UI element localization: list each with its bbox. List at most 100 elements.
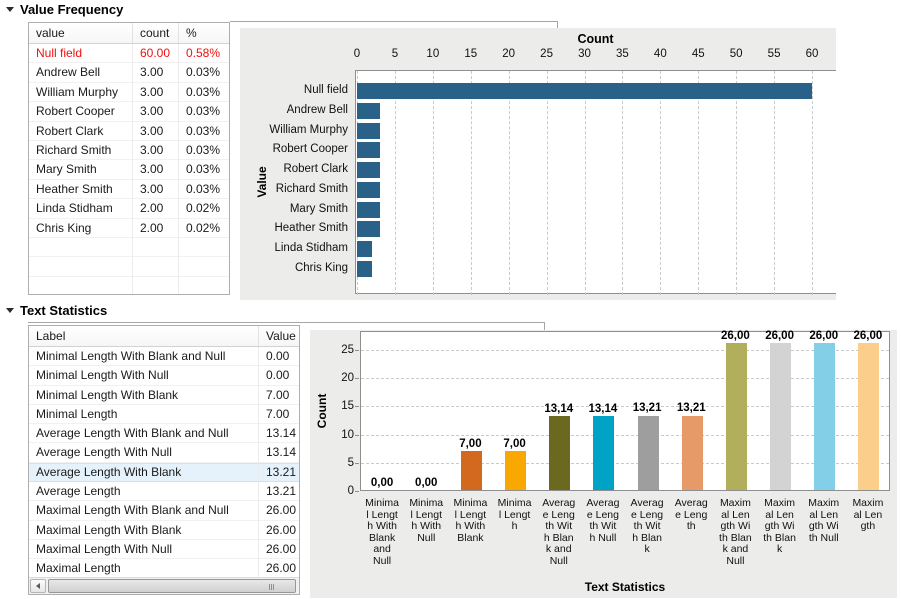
table-row[interactable]: Minimal Length 7.00 bbox=[29, 404, 299, 425]
gridline bbox=[660, 71, 662, 295]
triangle-down-icon bbox=[6, 308, 14, 313]
table-row[interactable]: Heather Smith 3.00 0.03% bbox=[29, 179, 229, 200]
y-axis-tick-label: 15 bbox=[341, 400, 354, 413]
cell-value: Mary Smith bbox=[29, 160, 133, 180]
x-axis-title-text-statistics: Text Statistics bbox=[584, 580, 666, 594]
table-row[interactable]: Maximal Length With Null 26.00 bbox=[29, 539, 299, 560]
section-toggle-value-frequency[interactable]: Value Frequency bbox=[6, 2, 123, 17]
cell-value: 0.00 bbox=[259, 366, 299, 386]
y-axis-tick-mark bbox=[355, 462, 359, 464]
table-row[interactable]: Robert Cooper 3.00 0.03% bbox=[29, 102, 229, 122]
table-row[interactable]: William Murphy 3.00 0.03% bbox=[29, 82, 229, 103]
column-header-percent[interactable]: % bbox=[186, 26, 197, 40]
cell-percent: 0.03% bbox=[179, 160, 229, 180]
gridline bbox=[361, 350, 889, 351]
category-label: Linda Stidham bbox=[274, 242, 348, 255]
cell-percent: 0.03% bbox=[179, 63, 229, 83]
scrollbar-left-arrow-button[interactable] bbox=[30, 579, 46, 593]
gridline bbox=[508, 71, 510, 295]
bar-linda-stidham bbox=[357, 241, 373, 258]
x-axis-category-label: Averag e Leng th Wit h Blan k and Null bbox=[542, 497, 576, 567]
column-header-count[interactable]: count bbox=[133, 23, 179, 43]
table-row[interactable] bbox=[29, 237, 229, 258]
gridline bbox=[394, 71, 396, 295]
bar-mary-smith bbox=[357, 201, 380, 218]
cell-value: Richard Smith bbox=[29, 140, 133, 161]
table-row[interactable]: Average Length With Null 13.14 bbox=[29, 443, 299, 463]
table-row[interactable]: Andrew Bell 3.00 0.03% bbox=[29, 63, 229, 83]
bar-average-length bbox=[681, 415, 703, 490]
x-axis-category-label: Maxim al Len gth bbox=[852, 497, 884, 532]
cell-value: 0.00 bbox=[259, 347, 299, 367]
y-axis-tick-label: 5 bbox=[347, 456, 354, 469]
table-row-selected[interactable]: Average Length With Blank 13.21 bbox=[29, 462, 299, 483]
column-header-value[interactable]: value bbox=[29, 23, 133, 43]
cell-label: Minimal Length With Blank bbox=[29, 385, 259, 405]
gridline bbox=[698, 71, 700, 295]
table-row[interactable]: Maximal Length 26.00 bbox=[29, 559, 299, 579]
cell-value bbox=[29, 257, 133, 277]
y-axis-tick-label: 25 bbox=[341, 344, 354, 356]
bar-value-label: 0,00 bbox=[370, 477, 394, 489]
plot-area bbox=[360, 331, 890, 491]
bar-value-label: 7,00 bbox=[459, 437, 482, 450]
table-row[interactable]: Robert Clark 3.00 0.03% bbox=[29, 121, 229, 141]
cell-value: 26.00 bbox=[259, 521, 299, 540]
bar-value-label: 26,00 bbox=[809, 330, 839, 343]
table-row[interactable]: Maximal Length With Blank 26.00 bbox=[29, 520, 299, 540]
cell-count: 3.00 bbox=[133, 102, 179, 122]
x-axis-tick-label: 45 bbox=[691, 48, 705, 60]
x-axis-tick-label: 50 bbox=[729, 48, 743, 60]
bar-value-label: 13,21 bbox=[676, 402, 706, 415]
table-row[interactable]: Richard Smith 3.00 0.03% bbox=[29, 140, 229, 161]
x-axis-category-label: Minima l Lengt h With Null bbox=[409, 497, 444, 544]
section-title-value-frequency: Value Frequency bbox=[20, 2, 124, 17]
table-row[interactable]: Average Length With Blank and Null 13.14 bbox=[29, 424, 299, 444]
x-axis-category-label: Averag e Leng th Wit h Blan k bbox=[630, 497, 664, 555]
gridline bbox=[774, 71, 776, 295]
x-axis-tick-label: 35 bbox=[616, 48, 629, 60]
table-row[interactable]: Average Length 13.21 bbox=[29, 482, 299, 502]
cell-value: 26.00 bbox=[259, 559, 299, 579]
table-row[interactable]: Maximal Length With Blank and Null 26.00 bbox=[29, 501, 299, 521]
cell-count: 3.00 bbox=[133, 63, 179, 83]
gridline bbox=[812, 71, 813, 295]
bar-average-length-with-blank bbox=[637, 415, 659, 490]
x-axis-tick-label: 55 bbox=[767, 48, 781, 60]
table-row[interactable]: Minimal Length With Blank and Null 0.00 bbox=[29, 347, 299, 367]
cell-label: Average Length With Null bbox=[29, 443, 259, 463]
gridline bbox=[470, 71, 472, 295]
column-header-value[interactable]: Value bbox=[266, 329, 296, 343]
value-frequency-table: value count% Null field 60.00 0.58% Andrew Be… bbox=[28, 22, 230, 295]
category-label: Mary Smith bbox=[289, 202, 348, 215]
table-row[interactable] bbox=[29, 257, 229, 277]
table-row[interactable]: Chris King 2.00 0.02% bbox=[29, 218, 229, 238]
table-row[interactable]: Minimal Length With Null 0.00 bbox=[29, 366, 299, 386]
text-statistics-chart: 0,00 0,00 7,00 7,00 13,14 13,14 13,21 13,21 26,0… bbox=[310, 330, 897, 598]
table-row[interactable]: Mary Smith 3.00 0.03% bbox=[29, 160, 229, 180]
cell-value: William Murphy bbox=[29, 82, 133, 103]
bar-andrew-bell bbox=[357, 102, 380, 119]
x-axis-category-label: Minima l Lengt h bbox=[497, 497, 532, 532]
table-row[interactable] bbox=[29, 276, 229, 294]
cell-percent: 0.03% bbox=[179, 122, 229, 141]
category-label: Andrew Bell bbox=[286, 103, 348, 116]
x-axis-category-label: Maxim al Len gth Wi th Blan k bbox=[763, 497, 796, 555]
cell-value: 26.00 bbox=[259, 501, 299, 521]
triangle-down-icon bbox=[6, 7, 14, 12]
cell-count: 2.00 bbox=[133, 199, 179, 219]
horizontal-scrollbar[interactable] bbox=[29, 577, 299, 594]
table-row[interactable]: Linda Stidham 2.00 0.02% bbox=[29, 199, 229, 219]
gridline bbox=[546, 71, 548, 295]
scrollbar-thumb[interactable] bbox=[48, 579, 296, 593]
table-row[interactable]: Minimal Length With Blank 7.00 bbox=[29, 385, 299, 405]
table-row[interactable]: Null field 60.00 0.58% bbox=[29, 44, 229, 64]
y-axis-tick-label: 0 bbox=[347, 485, 354, 497]
x-axis-category-label: Maxim al Len gth Wi th Blan k and Null bbox=[719, 497, 752, 567]
category-label: Null field bbox=[303, 84, 348, 96]
column-header-label[interactable]: Label bbox=[29, 326, 259, 346]
y-axis-tick-mark bbox=[355, 491, 359, 492]
section-toggle-text-statistics[interactable]: Text Statistics bbox=[6, 303, 107, 318]
bar-average-length-with-null bbox=[593, 415, 615, 490]
cell-percent: 0.03% bbox=[179, 102, 229, 122]
